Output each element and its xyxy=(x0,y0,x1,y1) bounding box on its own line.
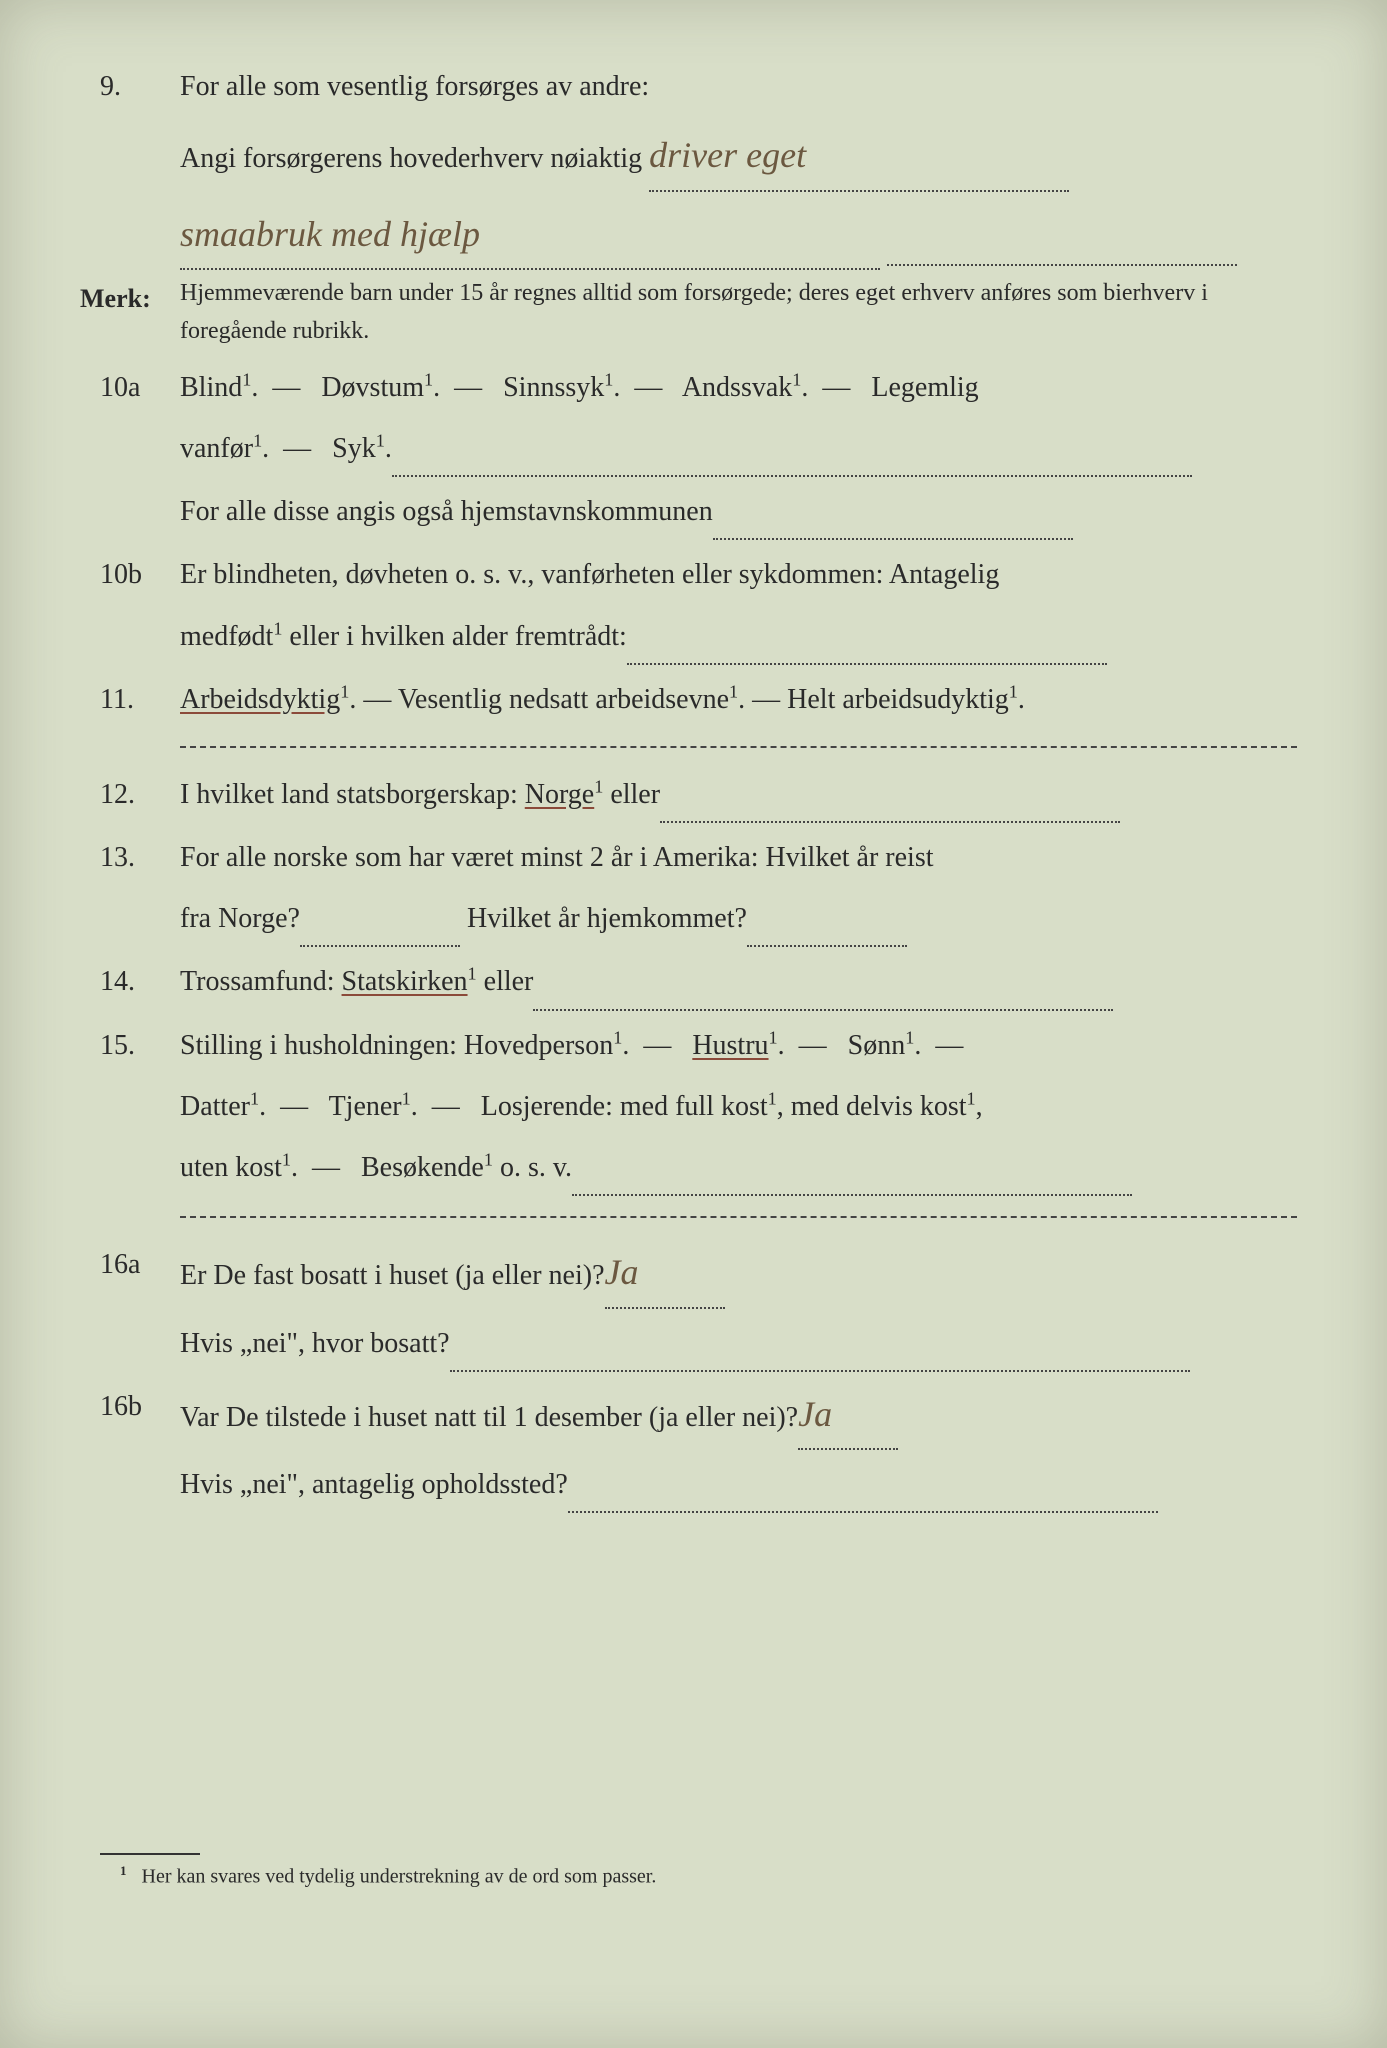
question-13-line2: fra Norge? Hvilket år hjemkommet? xyxy=(100,892,1297,947)
question-15-line3: uten kost1. — Besøkende1 o. s. v. xyxy=(100,1141,1297,1196)
q10a-number: 10a xyxy=(100,361,180,414)
q15-hustru: Hustru xyxy=(692,1030,768,1061)
footnote-num: 1 xyxy=(120,1863,127,1878)
q15-number: 15. xyxy=(100,1019,180,1072)
question-14: 14. Trossamfund: Statskirken1 eller xyxy=(100,955,1297,1010)
merk-note: Merk: Hjemmeværende barn under 15 år reg… xyxy=(80,274,1297,351)
q16b-hand: Ja xyxy=(798,1380,832,1448)
question-16a: 16a Er De fast bosatt i huset (ja eller … xyxy=(100,1238,1297,1308)
question-9-line3: smaabruk med hjælp xyxy=(100,200,1297,270)
footnote: 1 Her kan svares ved tydelig understrekn… xyxy=(120,1863,1297,1889)
divider-2 xyxy=(180,1216,1297,1218)
q14-number: 14. xyxy=(100,955,180,1008)
merk-text: Hjemmeværende barn under 15 år regnes al… xyxy=(180,274,1297,351)
q14-statskirken: Statskirken xyxy=(342,966,468,997)
footnote-rule xyxy=(100,1853,200,1855)
merk-label: Merk: xyxy=(80,274,180,323)
q13-line1: For alle norske som har været minst 2 år… xyxy=(180,831,1297,884)
q10b-number: 10b xyxy=(100,548,180,601)
question-16b: 16b Var De tilstede i huset natt til 1 d… xyxy=(100,1380,1297,1450)
question-13: 13. For alle norske som har været minst … xyxy=(100,831,1297,884)
footnote-text: Her kan svares ved tydelig understreknin… xyxy=(142,1866,657,1888)
question-10a-line2: vanfør1. — Syk1. xyxy=(100,422,1297,477)
question-15: 15. Stilling i husholdningen: Hovedperso… xyxy=(100,1019,1297,1072)
q16a-hand: Ja xyxy=(605,1238,639,1306)
question-16a-line2: Hvis „nei", hvor bosatt? xyxy=(100,1317,1297,1372)
q10b-line1: Er blindheten, døvheten o. s. v., vanfør… xyxy=(180,548,1297,601)
question-9-line2: Angi forsørgerens hovederhverv nøiaktig … xyxy=(100,121,1297,191)
q12-number: 12. xyxy=(100,768,180,821)
q9-handwriting-2: smaabruk med hjælp xyxy=(180,200,480,268)
question-11: 11. Arbeidsdyktig1. — Vesentlig nedsatt … xyxy=(100,673,1297,726)
q12-norge: Norge xyxy=(525,779,594,810)
question-10a: 10a Blind1. — Døvstum1. — Sinnssyk1. — A… xyxy=(100,361,1297,414)
question-15-line2: Datter1. — Tjener1. — Losjerende: med fu… xyxy=(100,1080,1297,1133)
question-12: 12. I hvilket land statsborgerskap: Norg… xyxy=(100,768,1297,823)
q9-number: 9. xyxy=(100,60,180,113)
question-10b: 10b Er blindheten, døvheten o. s. v., va… xyxy=(100,548,1297,601)
divider-1 xyxy=(180,746,1297,748)
q9-prefix: Angi forsørgerens hovederhverv nøiaktig xyxy=(180,143,642,174)
question-9: 9. For alle som vesentlig forsørges av a… xyxy=(100,60,1297,113)
question-10b-line2: medfødt1 eller i hvilken alder fremtrådt… xyxy=(100,610,1297,665)
q16a-number: 16a xyxy=(100,1238,180,1291)
q11-number: 11. xyxy=(100,673,180,726)
document-page: 9. For alle som vesentlig forsørges av a… xyxy=(0,0,1387,2048)
q13-number: 13. xyxy=(100,831,180,884)
question-10a-line3: For alle disse angis også hjemstavnskomm… xyxy=(100,485,1297,540)
q9-line1: For alle som vesentlig forsørges av andr… xyxy=(180,60,1297,113)
q9-handwriting-1: driver eget xyxy=(649,121,806,189)
q11-selected: Arbeidsdyktig xyxy=(180,684,340,715)
question-16b-line2: Hvis „nei", antagelig opholdssted? xyxy=(100,1458,1297,1513)
q16b-number: 16b xyxy=(100,1380,180,1433)
